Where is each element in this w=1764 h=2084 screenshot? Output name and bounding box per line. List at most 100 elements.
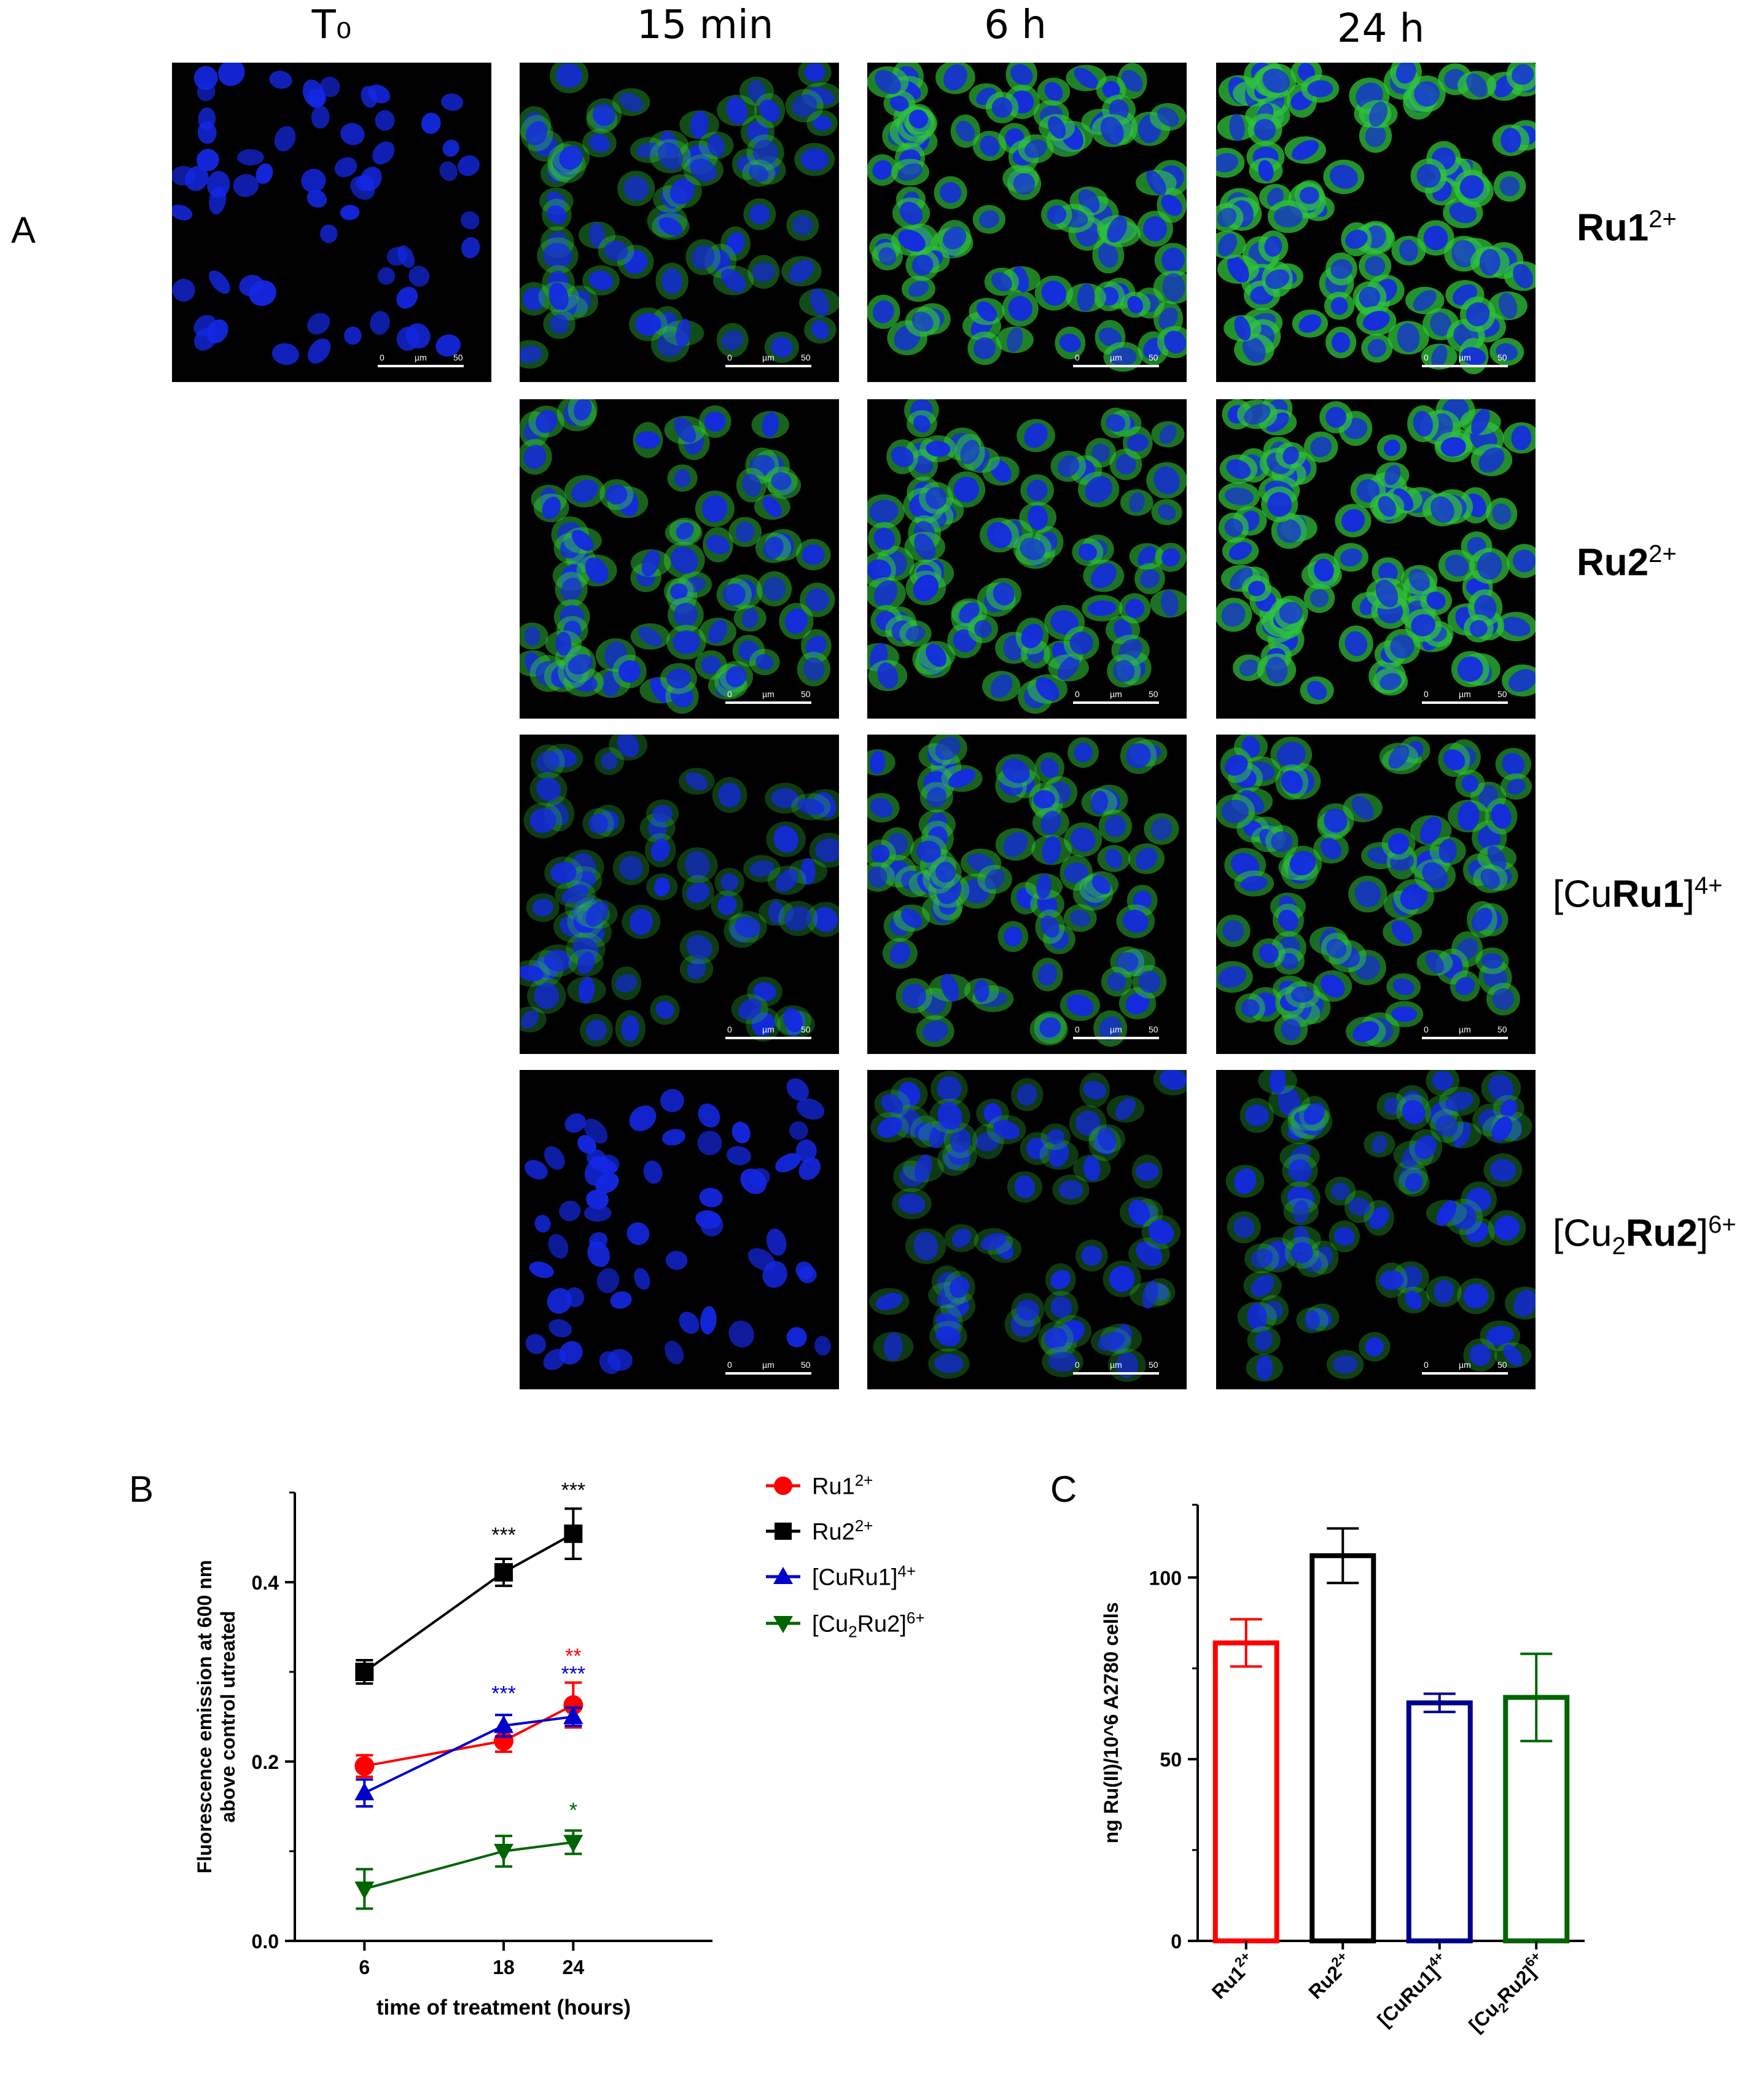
svg-text:50: 50 — [1149, 353, 1158, 362]
micrograph-r2-c3: 0 µm 50 — [867, 399, 1187, 719]
data-point-ru1 — [354, 1756, 375, 1776]
svg-text:50: 50 — [801, 1360, 811, 1370]
series-line-ru1 — [364, 1704, 574, 1768]
svg-text:0: 0 — [727, 689, 732, 699]
bar — [1212, 1640, 1279, 1943]
y-tick-label: 0.4 — [252, 1572, 279, 1594]
error-bar — [1230, 1618, 1262, 1668]
x-tick-label: 18 — [493, 1956, 515, 1978]
row-label-ru1: Ru12+ — [1577, 206, 1677, 249]
svg-text:50: 50 — [1497, 1360, 1507, 1370]
svg-text:50: 50 — [801, 689, 811, 699]
svg-text:µm: µm — [1459, 689, 1471, 699]
svg-text:0: 0 — [1424, 1360, 1429, 1370]
svg-text:µm: µm — [762, 689, 775, 699]
legend-item-ru2: Ru22+ — [812, 1516, 873, 1545]
significance-mark-ru1: ** — [565, 1644, 581, 1668]
svg-text:0: 0 — [380, 353, 384, 362]
series-line-curu1 — [364, 1715, 574, 1794]
svg-text:µm: µm — [1110, 1024, 1122, 1034]
micrograph-r1-c3: 0 µm 50 — [867, 63, 1187, 382]
row-label-ru2: Ru22+ — [1577, 541, 1677, 584]
svg-text:µm: µm — [762, 353, 775, 362]
svg-text:50: 50 — [1497, 353, 1507, 362]
micrograph-r1-c2: 0 µm 50 — [520, 63, 839, 382]
legend-marker-circle — [774, 1477, 792, 1495]
error-bar — [1423, 1692, 1456, 1714]
micrograph-r1-c4: 0 µm 50 — [1216, 63, 1536, 382]
data-point-ru2 — [355, 1663, 374, 1681]
y-tick-label: 0.0 — [252, 1930, 279, 1953]
svg-text:50: 50 — [1149, 1024, 1158, 1034]
significance-mark-curu1: *** — [491, 1682, 516, 1706]
svg-text:0: 0 — [1075, 353, 1080, 362]
data-point-curu1 — [563, 1706, 583, 1724]
svg-text:µm: µm — [762, 1360, 775, 1370]
x-category-label: [CuRu1]4+ — [1371, 1948, 1454, 2031]
data-point-curu1 — [354, 1782, 375, 1801]
error-bar — [1520, 1652, 1553, 1743]
series-line-ru2 — [364, 1532, 574, 1673]
svg-text:0: 0 — [727, 353, 732, 362]
data-point-ru2 — [564, 1524, 583, 1543]
significance-mark-ru2: *** — [561, 1478, 585, 1502]
bar-chart: 0 50 100 ng Ru(II)/10^6 A2780 cells Ru12+ Ru2… — [1100, 1504, 1585, 2039]
svg-text:0: 0 — [1424, 1024, 1429, 1034]
svg-text:0: 0 — [727, 1024, 732, 1034]
micrograph-r2-c2: 0 µm 50 — [520, 399, 839, 719]
x-axis-label: time of treatment (hours) — [377, 1996, 631, 2020]
data-point-ru1 — [563, 1695, 583, 1715]
significance-mark-curu1: *** — [561, 1663, 585, 1686]
micrograph-r3-c2: 0 µm 50 — [520, 735, 839, 1054]
series-line-cu2ru2 — [364, 1841, 574, 1891]
svg-text:50: 50 — [801, 1024, 811, 1034]
legend-marker-triangle-up — [773, 1567, 793, 1584]
svg-text:0: 0 — [1075, 1024, 1080, 1034]
y-axis-label-line2: above control utreated — [217, 1611, 239, 1823]
svg-text:50: 50 — [1149, 689, 1158, 699]
y-axis-label-line1: Fluorescence emission at 600 nm — [193, 1560, 216, 1873]
error-bar — [1327, 1527, 1359, 1585]
bar — [1406, 1700, 1473, 1943]
micrograph-r3-c3: 0 µm 50 — [867, 735, 1187, 1054]
svg-text:µm: µm — [1110, 353, 1122, 362]
significance-mark-ru2: *** — [491, 1523, 516, 1547]
x-category-label: [Cu2Ru2]6+ — [1462, 1948, 1553, 2039]
column-header-t0: T₀ — [311, 2, 352, 48]
svg-text:50: 50 — [453, 353, 463, 362]
svg-text:µm: µm — [762, 1024, 775, 1034]
svg-text:0: 0 — [1075, 689, 1080, 699]
svg-text:50: 50 — [1497, 689, 1507, 699]
column-header-6h: 6 h — [984, 2, 1047, 48]
legend-marker-square — [775, 1523, 792, 1540]
micrograph-r4-c4: 0 µm 50 — [1216, 1070, 1536, 1389]
x-tick-label: 6 — [359, 1956, 370, 1978]
svg-text:µm: µm — [1459, 353, 1471, 362]
legend-item-cu2ru2: [Cu2Ru2]6+ — [812, 1609, 925, 1641]
y-tick-label: 100 — [1149, 1567, 1182, 1589]
row-label-curu1: [CuRu1]4+ — [1553, 872, 1723, 916]
svg-text:50: 50 — [1497, 1024, 1507, 1034]
micrograph-r4-c2: 0 µm 50 — [520, 1070, 839, 1389]
svg-text:µm: µm — [415, 353, 427, 362]
svg-text:µm: µm — [1459, 1024, 1471, 1034]
panel-b-letter: B — [129, 1469, 154, 1510]
svg-text:50: 50 — [1149, 1360, 1158, 1370]
data-point-cu2ru2 — [354, 1881, 375, 1900]
legend-marker-triangle-down — [773, 1616, 793, 1633]
column-header-15min: 15 min — [636, 2, 774, 48]
y-tick-label: 0 — [1171, 1930, 1182, 1953]
legend-markers — [766, 1477, 800, 1633]
panel-a-letter: A — [11, 209, 36, 251]
data-point-curu1 — [494, 1715, 513, 1733]
bar — [1309, 1553, 1376, 1944]
svg-text:µm: µm — [1110, 689, 1122, 699]
x-tick-label: 24 — [563, 1956, 585, 1978]
x-category-label: Ru12+ — [1205, 1948, 1260, 2003]
column-header-24h: 24 h — [1337, 6, 1425, 52]
data-point-cu2ru2 — [563, 1835, 583, 1853]
svg-text:µm: µm — [1110, 1360, 1122, 1370]
legend-item-curu1: [CuRu1]4+ — [812, 1562, 916, 1591]
svg-text:50: 50 — [801, 353, 811, 362]
micrograph-r1-c1: 0 µm 50 — [172, 63, 491, 382]
